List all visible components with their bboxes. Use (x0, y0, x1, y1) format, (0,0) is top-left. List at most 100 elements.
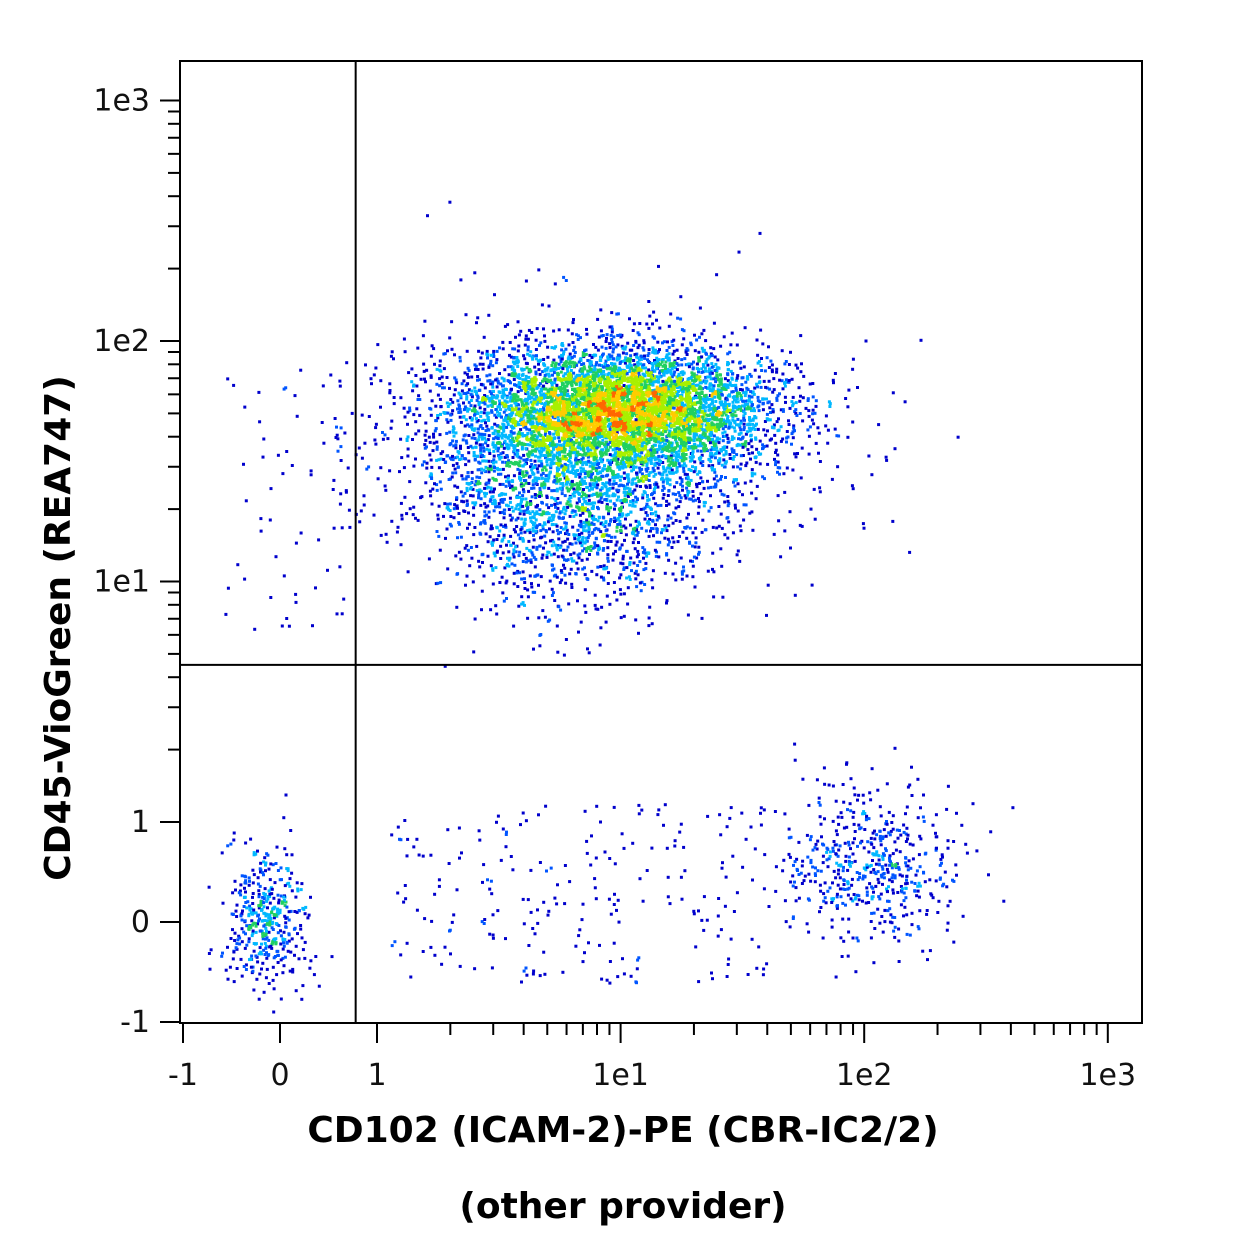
event-dot (682, 414, 685, 418)
event-dot (530, 355, 534, 359)
event-dot (638, 421, 642, 425)
event-dot (703, 428, 707, 432)
event-dot (560, 395, 564, 399)
event-dot (757, 375, 761, 379)
event-dot (575, 460, 579, 464)
event-dot (616, 424, 620, 428)
event-dot (562, 374, 566, 378)
event-dot (613, 390, 617, 394)
event-dot (630, 381, 634, 385)
event-dot (592, 402, 596, 406)
event-dot (710, 423, 714, 427)
event-dot (543, 369, 547, 373)
event-dot (521, 402, 525, 406)
event-dot (535, 420, 539, 424)
event-dot (677, 449, 681, 453)
event-dot (604, 397, 608, 401)
event-dot (512, 474, 516, 478)
event-dot (492, 352, 496, 356)
event-dot (539, 453, 543, 457)
event-dot (455, 381, 459, 385)
event-dot (735, 423, 738, 427)
event-dot (668, 422, 672, 426)
event-dot (772, 388, 776, 392)
event-dot (545, 372, 549, 376)
event-dot (618, 397, 622, 400)
event-dot (505, 396, 509, 400)
event-dot (604, 340, 608, 343)
event-dot (639, 368, 643, 372)
event-dot (634, 376, 638, 380)
event-dot (714, 376, 718, 380)
event-dot (633, 412, 637, 416)
event-dot (537, 449, 541, 453)
event-dot (634, 371, 638, 375)
event-dot (438, 384, 442, 388)
event-dot (754, 416, 758, 420)
event-dot (728, 383, 732, 387)
event-dot (674, 420, 678, 424)
event-dot (668, 483, 672, 487)
event-dot (612, 392, 616, 396)
event-dot (615, 356, 619, 360)
event-dot (526, 402, 530, 406)
event-dot (651, 366, 654, 370)
event-dot (594, 386, 598, 390)
event-dot (616, 457, 620, 461)
event-dot (775, 367, 779, 371)
event-dot (642, 416, 645, 420)
event-dot (676, 386, 679, 389)
event-dot (607, 465, 611, 469)
event-dot (567, 361, 571, 365)
event-dot (714, 380, 718, 384)
event-dot (543, 395, 547, 399)
event-dot (662, 486, 666, 490)
event-dot (641, 396, 645, 400)
event-dot (554, 454, 558, 458)
event-dot (711, 464, 715, 468)
event-dot (514, 383, 518, 387)
event-dot (626, 431, 630, 435)
event-dot (465, 441, 469, 445)
event-dot (532, 430, 536, 434)
event-dot (475, 439, 479, 443)
event-dot (680, 421, 684, 425)
event-dot (798, 399, 802, 403)
event-dot (485, 395, 489, 399)
event-dot (763, 420, 767, 423)
event-dot (518, 469, 522, 473)
event-dot (663, 448, 667, 452)
event-dot (647, 400, 651, 404)
event-dot (585, 332, 589, 336)
event-dot (418, 398, 422, 401)
event-dot (636, 476, 639, 480)
event-dot (549, 414, 553, 418)
event-dot (565, 404, 569, 408)
event-dot (691, 387, 695, 391)
event-dot (535, 402, 539, 406)
event-dot (564, 408, 567, 412)
event-dot (669, 370, 673, 374)
event-dot (713, 470, 717, 474)
event-dot (599, 394, 603, 398)
event-dot (668, 429, 672, 433)
event-dot (707, 457, 711, 461)
event-dot (791, 468, 795, 472)
event-dot (505, 479, 508, 483)
event-dot (653, 397, 656, 400)
event-dot (678, 376, 682, 380)
event-dot (723, 445, 727, 449)
event-dot (618, 414, 622, 418)
event-dot (620, 344, 624, 348)
event-dot (623, 393, 627, 397)
event-dot (487, 396, 491, 400)
event-dot (670, 451, 674, 455)
event-dot (624, 448, 628, 452)
event-dot (597, 414, 601, 418)
event-dot (560, 392, 563, 396)
event-dot (550, 346, 554, 350)
event-dot (696, 444, 700, 448)
event-dot (490, 410, 494, 414)
event-dot (595, 435, 599, 439)
event-dot (730, 435, 734, 439)
